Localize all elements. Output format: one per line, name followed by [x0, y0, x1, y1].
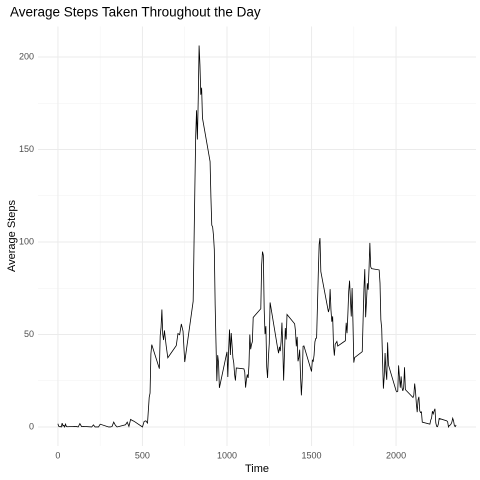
- x-tick-label: 500: [135, 450, 150, 460]
- x-tick-label: 0: [55, 450, 60, 460]
- line: [57, 45, 457, 429]
- y-tick-label: 150: [19, 144, 34, 154]
- x-axis-title: Time: [245, 463, 269, 475]
- y-axis-title: Average Steps: [6, 200, 18, 272]
- y-tick-label: 100: [19, 236, 34, 246]
- x-tick-label: 1500: [302, 450, 322, 460]
- x-tick-label: 1000: [217, 450, 237, 460]
- x-tick-label: 2000: [386, 450, 406, 460]
- y-tick-label: 0: [29, 421, 34, 431]
- y-tick-label: 50: [24, 329, 34, 339]
- chart-title: Average Steps Taken Throughout the Day: [10, 5, 261, 20]
- y-tick-label: 200: [19, 51, 34, 61]
